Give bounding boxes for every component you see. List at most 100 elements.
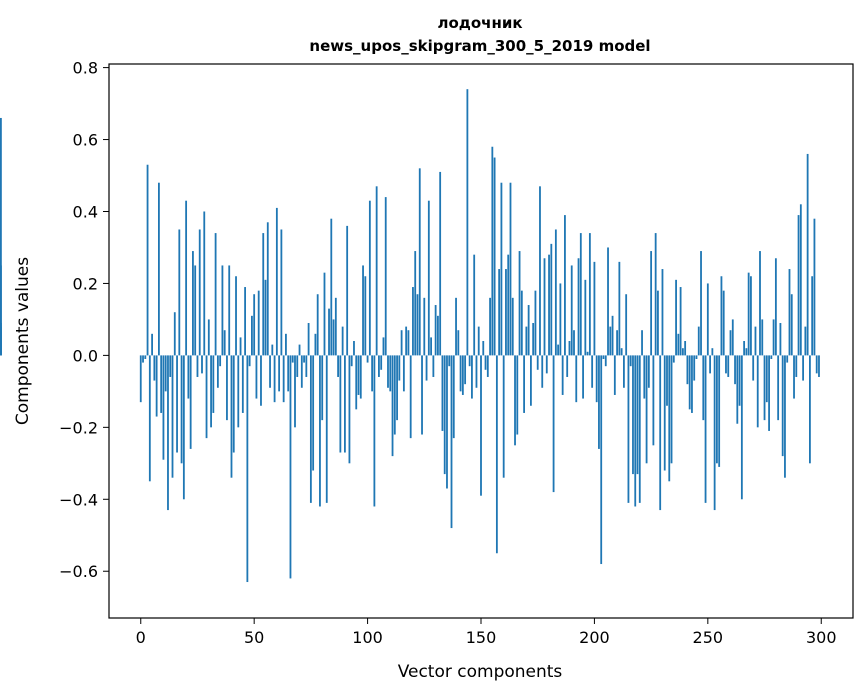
- bar: [491, 146, 494, 356]
- bar: [455, 297, 457, 356]
- bar: [162, 355, 165, 460]
- bar: [334, 297, 337, 356]
- bar: [595, 355, 598, 403]
- bar: [169, 355, 172, 377]
- bar: [457, 330, 460, 356]
- bar: [607, 247, 609, 356]
- bar: [566, 355, 569, 377]
- bar: [251, 315, 253, 356]
- bar: [285, 333, 287, 356]
- bar: [437, 315, 439, 356]
- bar: [575, 355, 578, 403]
- bar: [380, 355, 383, 370]
- bar: [248, 355, 251, 367]
- bar: [663, 355, 666, 471]
- bar: [228, 265, 231, 356]
- bar: [282, 355, 285, 403]
- bar: [223, 330, 226, 356]
- bar: [253, 294, 256, 356]
- bar: [432, 355, 435, 377]
- bar: [532, 323, 535, 356]
- bar: [788, 269, 791, 356]
- bar: [375, 186, 378, 356]
- bar: [396, 355, 398, 421]
- bar: [761, 319, 764, 356]
- bar: [409, 355, 412, 439]
- bar: [638, 355, 641, 503]
- bar: [745, 348, 748, 356]
- x-tick-label: 250: [693, 628, 724, 647]
- bar: [627, 355, 630, 503]
- bar: [359, 355, 362, 399]
- bar: [368, 200, 371, 356]
- bar: [164, 355, 167, 392]
- bar: [182, 355, 185, 500]
- bar: [464, 355, 467, 385]
- bar: [198, 229, 201, 356]
- bar: [235, 276, 237, 356]
- bar: [291, 355, 294, 363]
- bar: [725, 355, 727, 374]
- bar: [314, 333, 317, 356]
- bar: [412, 287, 414, 356]
- bar: [493, 157, 496, 356]
- bar: [289, 355, 292, 579]
- bar: [604, 355, 607, 367]
- bar: [518, 251, 521, 356]
- bar: [421, 355, 423, 435]
- bar: [357, 355, 360, 395]
- y-tick-label: −0.2: [59, 418, 98, 437]
- bar: [155, 355, 158, 417]
- bar: [339, 355, 342, 453]
- bar: [475, 355, 478, 388]
- bar: [668, 355, 671, 482]
- bar: [600, 355, 603, 565]
- bar: [602, 355, 605, 359]
- bar: [559, 283, 562, 356]
- bar: [552, 355, 555, 493]
- bar: [226, 355, 228, 421]
- bar: [405, 326, 408, 356]
- bar: [793, 355, 795, 399]
- bar: [239, 337, 242, 356]
- bar: [305, 355, 308, 377]
- bar: [160, 355, 163, 413]
- bar: [237, 355, 240, 428]
- bar: [173, 312, 176, 356]
- bar: [756, 355, 759, 428]
- bar: [393, 355, 396, 435]
- bar: [598, 355, 600, 449]
- bar: [312, 355, 315, 471]
- bar: [330, 218, 333, 356]
- bar: [273, 355, 276, 403]
- bar: [287, 355, 290, 392]
- bar: [543, 258, 546, 356]
- bar: [511, 297, 514, 356]
- bar: [495, 355, 498, 554]
- bar: [502, 355, 505, 478]
- bar: [482, 341, 485, 356]
- bar: [434, 305, 437, 356]
- bar: [713, 355, 716, 511]
- bar: [328, 308, 330, 356]
- bar: [688, 355, 691, 410]
- bar: [192, 251, 194, 356]
- bar: [246, 355, 249, 583]
- bar: [679, 287, 682, 356]
- bar: [362, 265, 364, 356]
- bar: [275, 207, 278, 356]
- bar: [752, 355, 755, 381]
- bar: [344, 355, 346, 453]
- bar: [536, 355, 539, 370]
- bar: [818, 355, 820, 377]
- x-axis-label: Vector components: [398, 662, 563, 682]
- bar: [257, 290, 260, 356]
- bar: [781, 355, 784, 457]
- y-tick-label: 0.0: [73, 346, 98, 365]
- bar: [146, 164, 149, 356]
- bar: [686, 355, 689, 385]
- bar: [307, 323, 310, 356]
- bar: [641, 330, 643, 356]
- bar: [738, 355, 741, 406]
- bar: [466, 89, 469, 356]
